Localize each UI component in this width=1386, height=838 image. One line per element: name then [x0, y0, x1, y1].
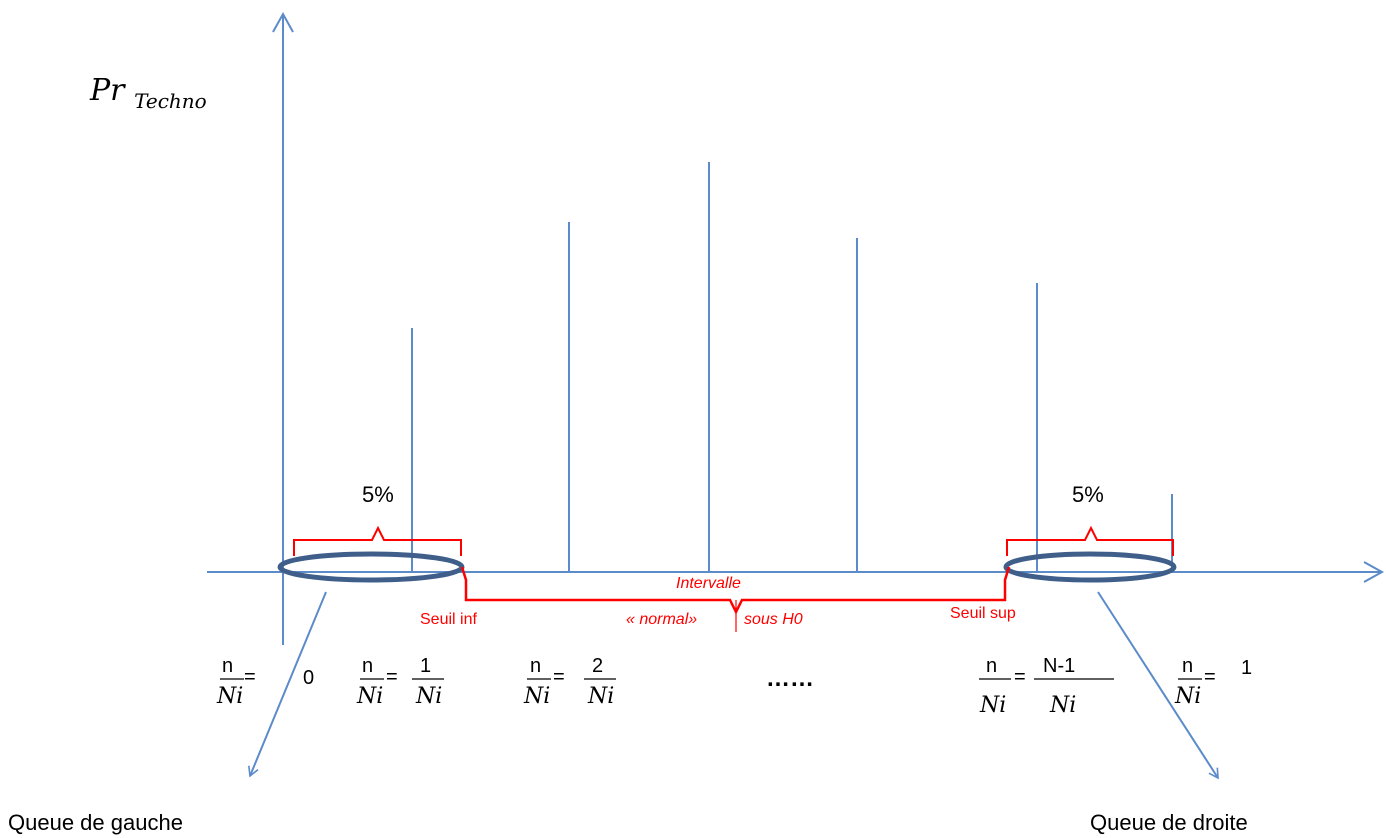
fraction-n-1: n Ni = N-1 Ni	[979, 655, 1114, 718]
left-tail-brace	[293, 525, 462, 556]
fraction-rhs-den: Ni	[587, 684, 614, 709]
fraction-equals: =	[386, 666, 398, 688]
fraction-lhs-num: n	[530, 655, 541, 677]
left-tail-label: Queue de gauche	[8, 810, 183, 835]
y-axis-label: Pr Techno	[89, 73, 207, 113]
fraction-value: 1	[1241, 657, 1252, 679]
right-tail-brace	[1006, 525, 1174, 556]
upper-threshold-label: Seuil sup	[950, 605, 1016, 622]
fraction-0: n Ni = 0	[216, 655, 314, 709]
fraction-rhs-num: 2	[592, 655, 603, 677]
interval-label-line1: Intervalle	[676, 575, 741, 592]
fraction-1: n Ni = 1 Ni	[356, 655, 444, 709]
right-tail-ellipse	[1003, 551, 1177, 583]
fraction-lhs-den: Ni	[356, 684, 383, 709]
y-axis-label-subscript: Techno	[134, 89, 207, 113]
lower-threshold-label: Seuil inf	[420, 611, 477, 628]
fraction-lhs-num: n	[1182, 655, 1193, 677]
fraction-1-final: n Ni = 1	[1174, 655, 1252, 709]
left-tail-arrow	[248, 591, 327, 778]
right-tail-percent: 5%	[1072, 482, 1104, 507]
fraction-lhs-num: n	[222, 655, 233, 677]
fraction-rhs-den: Ni	[1049, 693, 1076, 718]
fraction-2: n Ni = 2 Ni	[523, 655, 616, 709]
interval-label-h0: sous H0	[744, 611, 803, 628]
y-axis-label-base: Pr	[89, 73, 126, 108]
fraction-equals: =	[1204, 666, 1216, 688]
fraction-lhs-den: Ni	[979, 693, 1006, 718]
fraction-equals: =	[244, 666, 256, 688]
fraction-lhs-num: n	[362, 655, 373, 677]
fraction-lhs-den: Ni	[523, 684, 550, 709]
fraction-rhs-num: N-1	[1043, 655, 1075, 677]
interval-label-normal: « normal»	[626, 611, 697, 628]
fraction-equals: =	[1014, 666, 1026, 688]
probability-bars	[411, 162, 1173, 572]
right-tail-arrow	[1097, 591, 1219, 780]
fraction-lhs-den: Ni	[1174, 684, 1201, 709]
fraction-lhs-den: Ni	[216, 684, 243, 709]
right-tail-label: Queue de droite	[1090, 810, 1248, 835]
fraction-value: 0	[303, 667, 314, 689]
left-tail-percent: 5%	[362, 482, 394, 507]
fraction-rhs-den: Ni	[415, 684, 442, 709]
left-tail-ellipse	[277, 551, 465, 583]
fraction-rhs-num: 1	[420, 655, 431, 677]
fraction-lhs-num: n	[986, 655, 997, 677]
fraction-ellipsis: ……	[766, 665, 814, 692]
fraction-equals: =	[553, 666, 565, 688]
